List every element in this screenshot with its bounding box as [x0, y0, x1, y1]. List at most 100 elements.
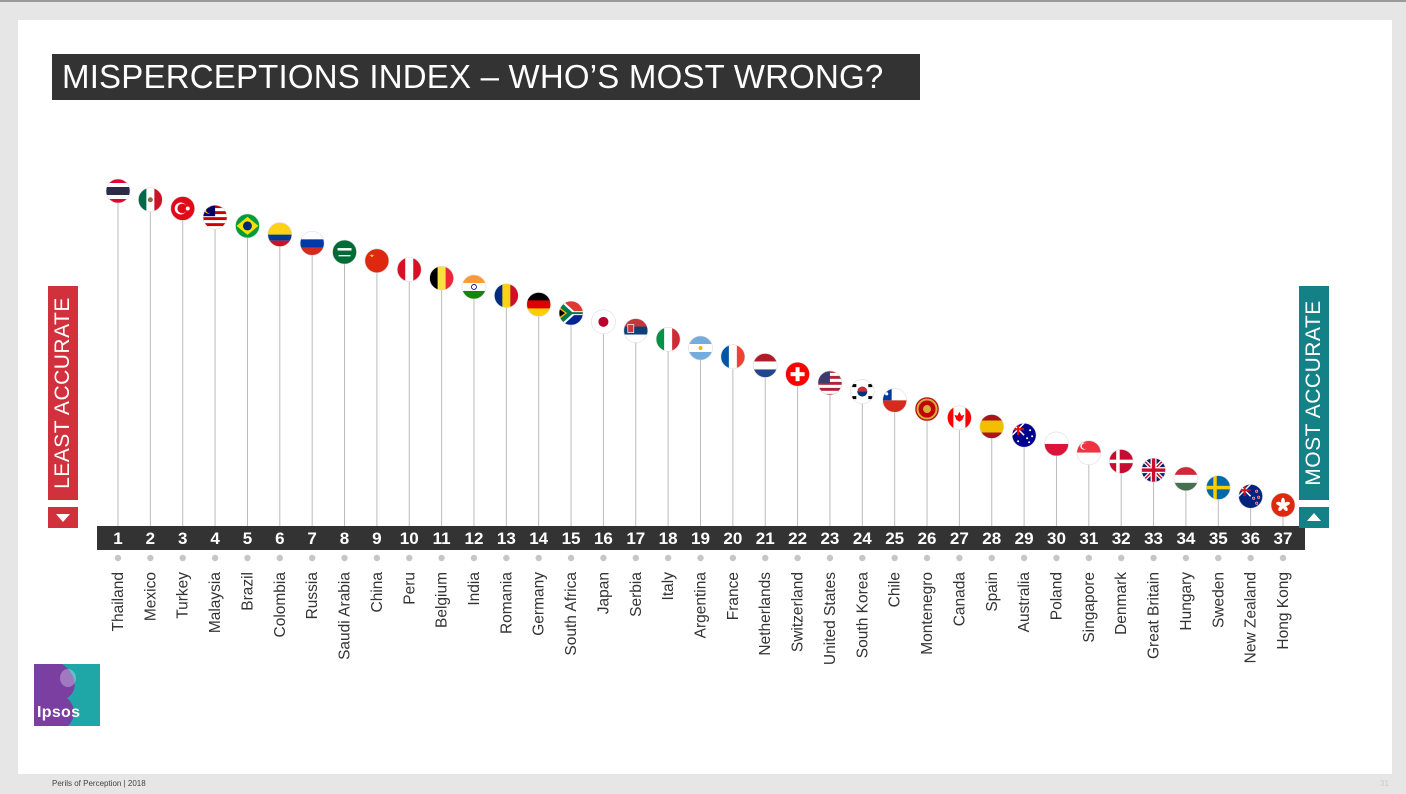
poland-flag-icon [1044, 431, 1069, 457]
rank-label: 5 [243, 529, 252, 548]
country-label: Australia [1016, 572, 1033, 633]
country-label: Netherlands [757, 572, 774, 656]
france-flag-icon [720, 344, 746, 370]
country-label: South Korea [854, 572, 871, 659]
page-title: MISPERCEPTIONS INDEX – WHO’S MOST WRONG? [52, 54, 920, 100]
rank-label: 12 [465, 529, 484, 548]
arrow-down-icon [56, 514, 70, 522]
new-zealand-flag-icon [1238, 483, 1263, 509]
country-label: Spain [984, 572, 1001, 612]
tick-dot [794, 554, 801, 562]
country-label: France [725, 572, 742, 620]
tick-dot [406, 554, 413, 562]
rank-label: 19 [691, 529, 710, 548]
country-label: Mexico [142, 572, 159, 621]
country-label: India [466, 572, 483, 606]
tick-dot [373, 554, 381, 562]
rank-label: 24 [853, 529, 872, 548]
top-border [0, 0, 1406, 2]
country-label: Singapore [1081, 572, 1098, 643]
china-flag-icon [364, 248, 390, 274]
rank-label: 17 [626, 529, 645, 548]
least-accurate-text: LEAST ACCURATE [51, 297, 74, 489]
belgium-flag-icon [429, 265, 454, 291]
peru-flag-icon [396, 257, 422, 282]
country-label: Italy [660, 572, 677, 601]
tick-dot [664, 554, 672, 562]
tick-dot [1020, 554, 1028, 562]
country-label: Switzerland [790, 572, 807, 652]
rank-label: 27 [950, 529, 969, 548]
brazil-flag-icon [235, 213, 260, 239]
tick-dot [956, 554, 963, 562]
rank-label: 33 [1144, 529, 1163, 548]
rank-label: 16 [594, 529, 613, 548]
rank-label: 20 [723, 529, 742, 548]
tick-dot [762, 554, 769, 562]
netherlands-flag-icon [752, 353, 778, 378]
tick-dot [535, 554, 542, 562]
rank-label: 22 [788, 529, 807, 548]
rank-label: 3 [178, 529, 187, 548]
tick-dot [503, 554, 510, 562]
rank-label: 18 [659, 529, 678, 548]
spain-flag-icon [979, 414, 1005, 439]
country-label: Chile [887, 572, 904, 607]
south-korea-flag-icon [850, 379, 875, 404]
india-flag-icon [461, 274, 487, 300]
rank-label: 28 [982, 529, 1001, 548]
rank-label: 31 [1079, 529, 1098, 548]
rank-label: 14 [529, 529, 548, 548]
singapore-flag-icon [1076, 440, 1102, 465]
tick-dot [276, 554, 284, 562]
italy-flag-icon [655, 326, 681, 352]
country-label: Turkey [175, 572, 192, 619]
tick-dot [1182, 554, 1190, 562]
country-label: Denmark [1113, 572, 1130, 635]
tick-dot [567, 554, 575, 562]
rank-label: 32 [1112, 529, 1131, 548]
rank-label: 11 [433, 529, 451, 548]
tick-dot [729, 554, 737, 562]
tick-dot [632, 554, 639, 562]
rank-label: 6 [275, 529, 284, 548]
country-label: Malaysia [207, 572, 224, 634]
japan-flag-icon [591, 309, 616, 335]
arrow-up-icon [1307, 513, 1321, 521]
tick-dot [1150, 554, 1157, 562]
tick-dot [1247, 554, 1254, 562]
country-label: Poland [1048, 572, 1065, 620]
rank-label: 1 [113, 529, 122, 548]
tick-dot [1053, 554, 1060, 562]
most-accurate-marker [1299, 507, 1329, 528]
argentina-flag-icon [688, 335, 713, 361]
most-accurate-text: MOST ACCURATE [1302, 300, 1325, 486]
country-label: Argentina [693, 572, 710, 639]
country-label: Montenegro [919, 572, 936, 655]
tick-dot [341, 554, 348, 562]
country-label: Germany [531, 572, 548, 636]
rank-bar [97, 526, 1305, 550]
tick-dot [1117, 554, 1125, 562]
country-label: Saudi Arabia [337, 572, 354, 660]
country-label: Brazil [239, 572, 256, 611]
saudi-arabia-flag-icon [332, 239, 357, 265]
country-label: Colombia [272, 572, 289, 638]
rank-label: 15 [562, 529, 581, 548]
rank-label: 10 [400, 529, 419, 548]
rank-label: 36 [1241, 529, 1260, 548]
least-accurate-label: LEAST ACCURATE [48, 286, 78, 500]
country-label: Peru [401, 572, 418, 605]
country-label: China [369, 572, 386, 613]
country-label: Belgium [434, 572, 451, 628]
tick-dot [308, 554, 316, 562]
australia-flag-icon [1011, 422, 1037, 448]
page-number: 31 [1380, 779, 1389, 788]
rank-label: 8 [340, 529, 349, 548]
tick-dot [1215, 554, 1222, 562]
rank-label: 23 [820, 529, 839, 548]
ipsos-logo: Ipsos [34, 664, 100, 726]
country-label: Serbia [628, 572, 645, 617]
tick-dot [1279, 554, 1287, 562]
